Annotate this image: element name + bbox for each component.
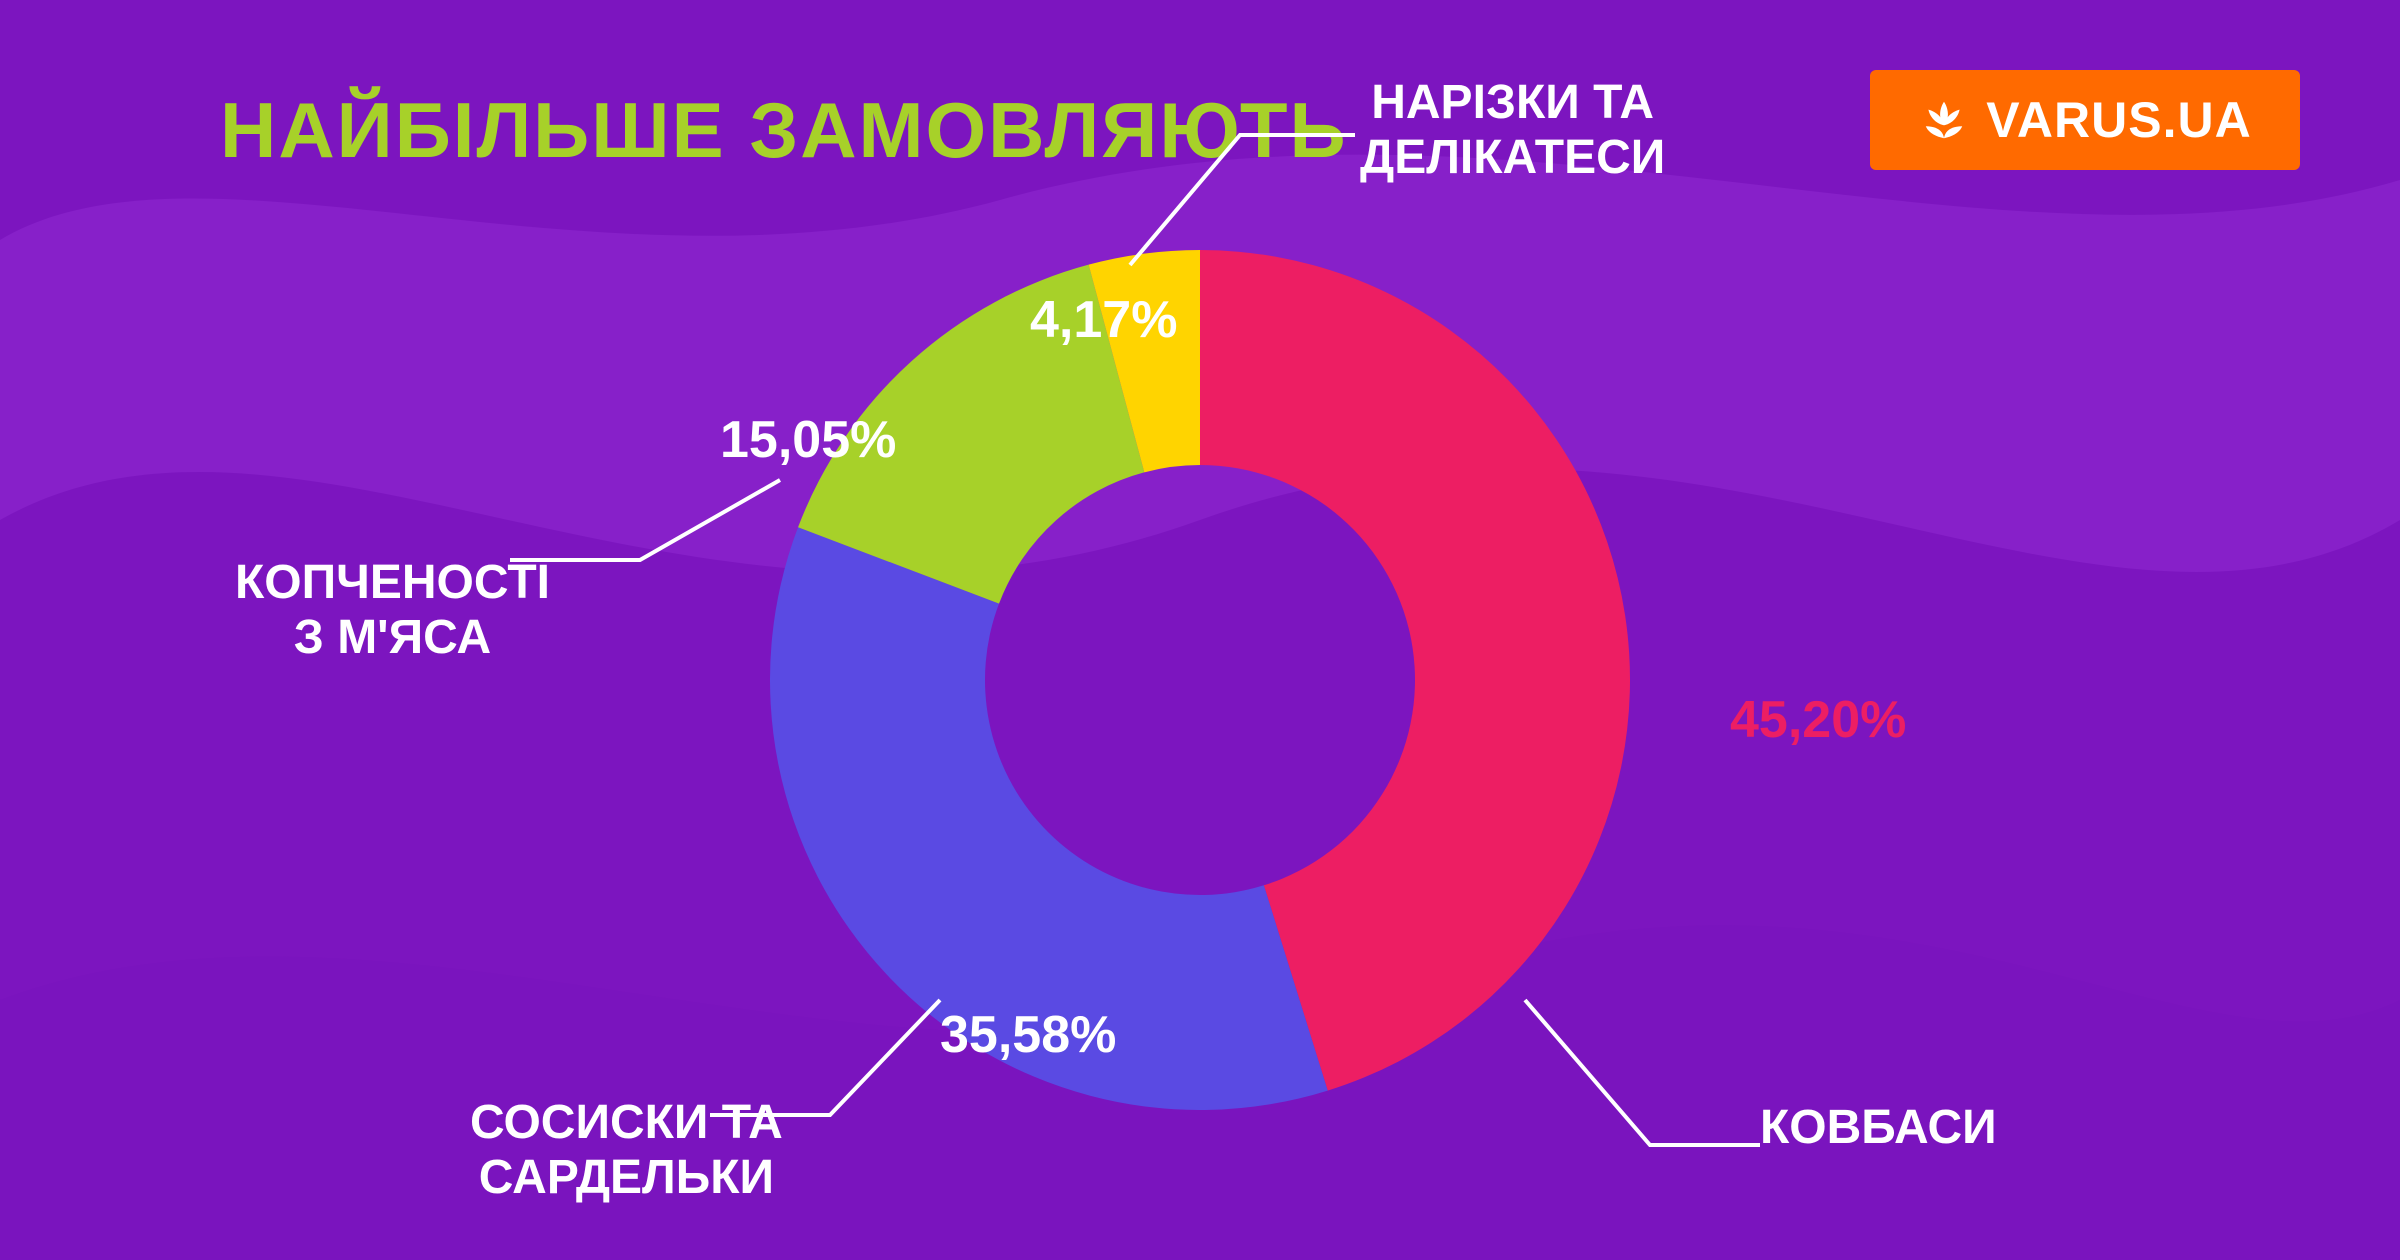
pct-narizky: 4,17% — [1030, 290, 1177, 350]
pct-sosysky: 35,58% — [940, 1005, 1116, 1065]
donut-chart — [770, 250, 1630, 1110]
varus-logo-text: VARUS.UA — [1986, 91, 2251, 149]
label-narizky: НАРІЗКИ ТА ДЕЛІКАТЕСИ — [1360, 75, 1665, 185]
infographic-stage: НАЙБІЛЬШЕ ЗАМОВЛЯЮТЬ VARUS.UA 45,20% КОВБ… — [0, 0, 2400, 1260]
label-sosysky: СОСИСКИ ТА САРДЕЛЬКИ — [470, 1095, 783, 1205]
pct-kovbasy: 45,20% — [1730, 690, 1906, 750]
page-title: НАЙБІЛЬШЕ ЗАМОВЛЯЮТЬ — [220, 85, 1348, 176]
pct-kopchenosti: 15,05% — [720, 410, 896, 470]
label-kovbasy: КОВБАСИ — [1760, 1100, 1997, 1155]
label-kopchenosti: КОПЧЕНОСТІ З М'ЯСА — [235, 555, 550, 665]
varus-logo-badge: VARUS.UA — [1870, 70, 2300, 170]
varus-flower-icon — [1918, 94, 1970, 146]
